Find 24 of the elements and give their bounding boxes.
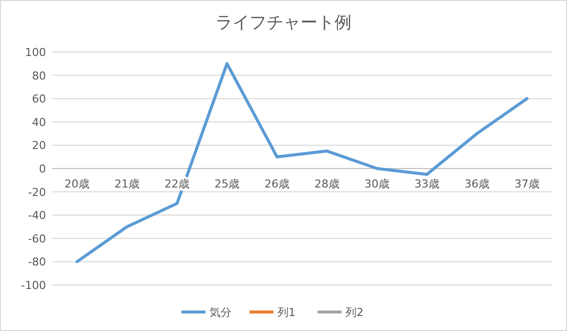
x-tick-label: 21歳 [114, 178, 140, 190]
y-tick-label: -60 [28, 232, 46, 246]
chart-title: ライフチャート例 [216, 13, 352, 33]
legend-label: 気分 [210, 306, 232, 319]
x-tick-label: 28歳 [314, 178, 340, 190]
x-tick-label: 37歳 [514, 178, 540, 190]
x-tick-label: 30歳 [364, 178, 390, 190]
x-tick-label: 25歳 [214, 178, 240, 190]
y-tick-label: 80 [32, 69, 46, 82]
x-tick-label: 26歳 [264, 178, 290, 190]
y-tick-label: -20 [28, 186, 46, 199]
legend-label: 列2 [346, 306, 364, 319]
y-tick-label: 100 [25, 46, 46, 59]
y-tick-label: 40 [32, 116, 46, 129]
y-tick-label: -40 [28, 209, 46, 222]
legend-label: 列1 [278, 306, 296, 319]
y-tick-label: 0 [39, 162, 46, 176]
y-tick-label: -80 [28, 256, 46, 269]
y-tick-label: -100 [21, 279, 46, 292]
y-tick-label: 20 [32, 139, 46, 152]
x-tick-label: 33歳 [414, 178, 440, 190]
x-tick-label: 20歳 [64, 178, 90, 190]
y-tick-label: 60 [32, 92, 46, 106]
x-tick-label: 36歳 [464, 178, 490, 190]
